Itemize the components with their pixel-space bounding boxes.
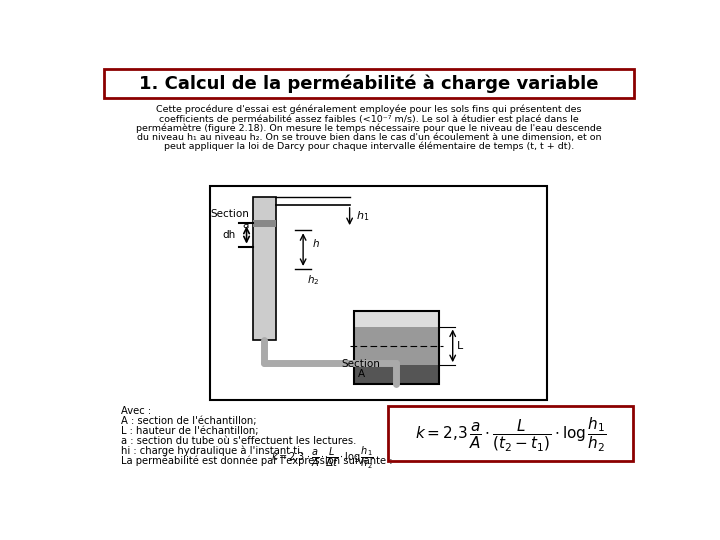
Text: coefficients de perméabilité assez faibles (<10⁻⁷ m/s). Le sol à étudier est pla: coefficients de perméabilité assez faibl… xyxy=(159,114,579,124)
Text: hi : charge hydraulique à l'instant ti.: hi : charge hydraulique à l'instant ti. xyxy=(121,446,303,456)
Bar xyxy=(354,327,438,365)
Text: Section
a: Section a xyxy=(210,209,249,231)
Text: A: A xyxy=(358,369,365,379)
Text: Cette procédure d'essai est généralement employée pour les sols fins qui présent: Cette procédure d'essai est généralement… xyxy=(156,105,582,114)
Text: du niveau h₁ au niveau h₂. On se trouve bien dans le cas d'un écoulement à une d: du niveau h₁ au niveau h₂. On se trouve … xyxy=(137,132,601,141)
Bar xyxy=(253,220,276,226)
Bar xyxy=(210,186,547,400)
Text: perméamètre (figure 2.18). On mesure le temps nécessaire pour que le niveau de l: perméamètre (figure 2.18). On mesure le … xyxy=(136,123,602,133)
Bar xyxy=(253,197,276,340)
Bar xyxy=(388,406,632,461)
Text: $k=2{,}3\,\dfrac{a}{A}\cdot\dfrac{L}{(t_2-t_1)}\cdot\log\dfrac{h_1}{h_2}$: $k=2{,}3\,\dfrac{a}{A}\cdot\dfrac{L}{(t_… xyxy=(415,415,606,453)
Text: La perméabilité est donnée par l'expression suivante :: La perméabilité est donnée par l'express… xyxy=(121,456,392,467)
Text: $h$: $h$ xyxy=(312,238,320,249)
Text: $k = 2{,}3\cdot\dfrac{a}{A}\cdot\dfrac{L}{\Delta t}\cdot\log\dfrac{h_1}{h_2}$: $k = 2{,}3\cdot\dfrac{a}{A}\cdot\dfrac{L… xyxy=(271,445,374,471)
Bar xyxy=(354,311,438,384)
Bar xyxy=(354,311,438,327)
Text: L: L xyxy=(456,341,463,351)
Text: dh: dh xyxy=(222,230,235,240)
Bar xyxy=(354,365,438,384)
Text: $h_1$: $h_1$ xyxy=(356,210,369,224)
Text: L : hauteur de l'échantillon;: L : hauteur de l'échantillon; xyxy=(121,426,258,436)
Text: Avec :: Avec : xyxy=(121,406,151,416)
Text: a : section du tube où s'effectuent les lectures.: a : section du tube où s'effectuent les … xyxy=(121,436,356,446)
Text: peut appliquer la loi de Darcy pour chaque intervalle élémentaire de temps (t, t: peut appliquer la loi de Darcy pour chaq… xyxy=(164,142,574,151)
Text: Section: Section xyxy=(342,359,381,369)
Text: A : section de l'échantillon;: A : section de l'échantillon; xyxy=(121,416,256,426)
Text: 1. Calcul de la perméabilité à charge variable: 1. Calcul de la perméabilité à charge va… xyxy=(139,74,599,92)
Text: $h_2$: $h_2$ xyxy=(307,273,320,287)
Bar xyxy=(104,69,634,98)
